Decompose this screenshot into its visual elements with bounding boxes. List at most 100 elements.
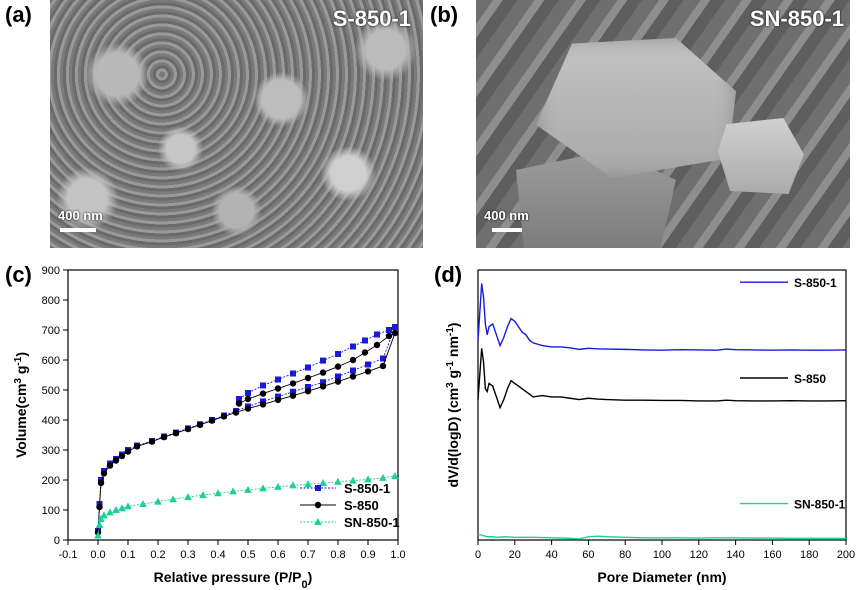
data-point [100, 511, 108, 519]
legend-label: S-850 [344, 498, 379, 513]
panel-b-label: (b) [430, 2, 459, 27]
x-tick-label: 60 [582, 549, 594, 561]
data-point [305, 364, 311, 371]
data-point [139, 500, 147, 507]
plot-frame [477, 269, 847, 541]
legend-label: S-850-1 [344, 481, 390, 496]
y-axis-title: dV/d(logD) (cm3 g-1 nm-1) [445, 323, 462, 488]
y-tick-label: 500 [42, 385, 60, 397]
data-point [349, 373, 357, 380]
x-tick-label: 0.3 [180, 549, 195, 561]
data-point [100, 470, 108, 477]
data-point [305, 384, 311, 390]
scale-bar-label: 400 nm [484, 208, 529, 223]
data-point [289, 481, 297, 489]
data-point [154, 497, 162, 505]
data-point [304, 388, 312, 395]
scale-bar [60, 228, 96, 232]
y-tick-label: 900 [42, 265, 60, 277]
y-tick-label: 300 [42, 445, 60, 457]
data-point [118, 452, 126, 460]
x-tick-label: 0 [475, 549, 481, 561]
x-tick-label: 180 [800, 549, 818, 561]
data-point [373, 341, 381, 349]
x-tick-label: 0.0 [90, 549, 105, 561]
sem-image-s-850-1: S-850-1 400 nm [50, 0, 423, 248]
panel-d-label: (d) [434, 262, 463, 287]
data-point [96, 503, 103, 511]
data-point [349, 476, 357, 484]
x-tick-label: 160 [763, 549, 781, 561]
x-tick-label: 0.4 [210, 549, 225, 561]
y-tick-label: 100 [42, 505, 60, 517]
y-axis-title: Volume(cm3 g-1) [13, 352, 30, 458]
x-tick-label: 0.2 [150, 549, 165, 561]
data-point [124, 448, 132, 455]
data-point [365, 361, 371, 368]
x-axis-title: Relative pressure (P/P0) [154, 569, 313, 590]
data-point [320, 357, 326, 364]
legend-label: S-850-1 [794, 276, 837, 290]
x-tick-label: 0.9 [360, 549, 375, 561]
x-tick-label: 0.1 [120, 549, 135, 561]
data-point [275, 393, 281, 400]
data-point [290, 388, 296, 395]
x-tick-label: 0.7 [300, 549, 315, 561]
y-tick-label: 800 [42, 295, 60, 307]
data-point [232, 409, 240, 416]
data-point [349, 356, 357, 364]
data-point [380, 355, 386, 362]
scale-bar-label: 400 nm [58, 208, 103, 223]
data-point [304, 374, 312, 382]
legend-label: S-850 [794, 372, 826, 386]
data-point [184, 493, 192, 501]
legend-label: SN-850-1 [794, 498, 846, 512]
x-tick-label: 0.6 [270, 549, 285, 561]
data-point [379, 362, 387, 370]
series-line [97, 332, 396, 533]
x-tick-label: 0.8 [330, 549, 345, 561]
data-point [208, 417, 216, 424]
legend-marker [314, 501, 322, 509]
series-line [477, 348, 847, 410]
plot-frame [67, 269, 399, 541]
data-point [112, 457, 120, 464]
crystal-shape [718, 118, 804, 194]
data-point [385, 332, 393, 340]
data-point [259, 401, 267, 408]
panel-c-label: (c) [5, 262, 32, 287]
data-point [274, 482, 282, 490]
x-tick-label: 80 [619, 549, 631, 561]
isotherm-chart: -0.1 0.0 0.1 0.2 0.3 0.4 0.5 0.6 0.7 0.8 0.9 1.0 0 10… [13, 265, 406, 590]
x-tick-label: 100 [653, 549, 671, 561]
data-point [259, 484, 267, 492]
sample-label: S-850-1 [332, 6, 411, 31]
data-point [275, 376, 281, 383]
data-point [361, 349, 369, 356]
data-point [335, 373, 341, 380]
data-point [118, 504, 126, 512]
data-point [334, 363, 342, 370]
data-point [112, 506, 120, 513]
data-point [274, 385, 282, 392]
data-point [335, 351, 341, 357]
data-point [334, 378, 342, 385]
y-tick-label: 200 [42, 475, 60, 487]
data-point [196, 421, 204, 428]
data-point [350, 367, 356, 374]
data-point [319, 383, 327, 390]
x-tick-label: -0.1 [59, 549, 78, 561]
data-point [199, 491, 207, 498]
data-point [229, 487, 237, 495]
data-point [374, 331, 380, 338]
y-tick-label: 400 [42, 415, 60, 427]
data-point [320, 379, 326, 386]
legend-label: SN-850-1 [344, 515, 400, 530]
series-line [477, 283, 847, 351]
sem-image-sn-850-1: SN-850-1 400 nm [476, 0, 850, 248]
data-point [97, 479, 105, 487]
y-tick-label: 700 [42, 325, 60, 337]
data-point [386, 327, 392, 333]
data-point [106, 462, 114, 469]
data-point [289, 380, 297, 387]
